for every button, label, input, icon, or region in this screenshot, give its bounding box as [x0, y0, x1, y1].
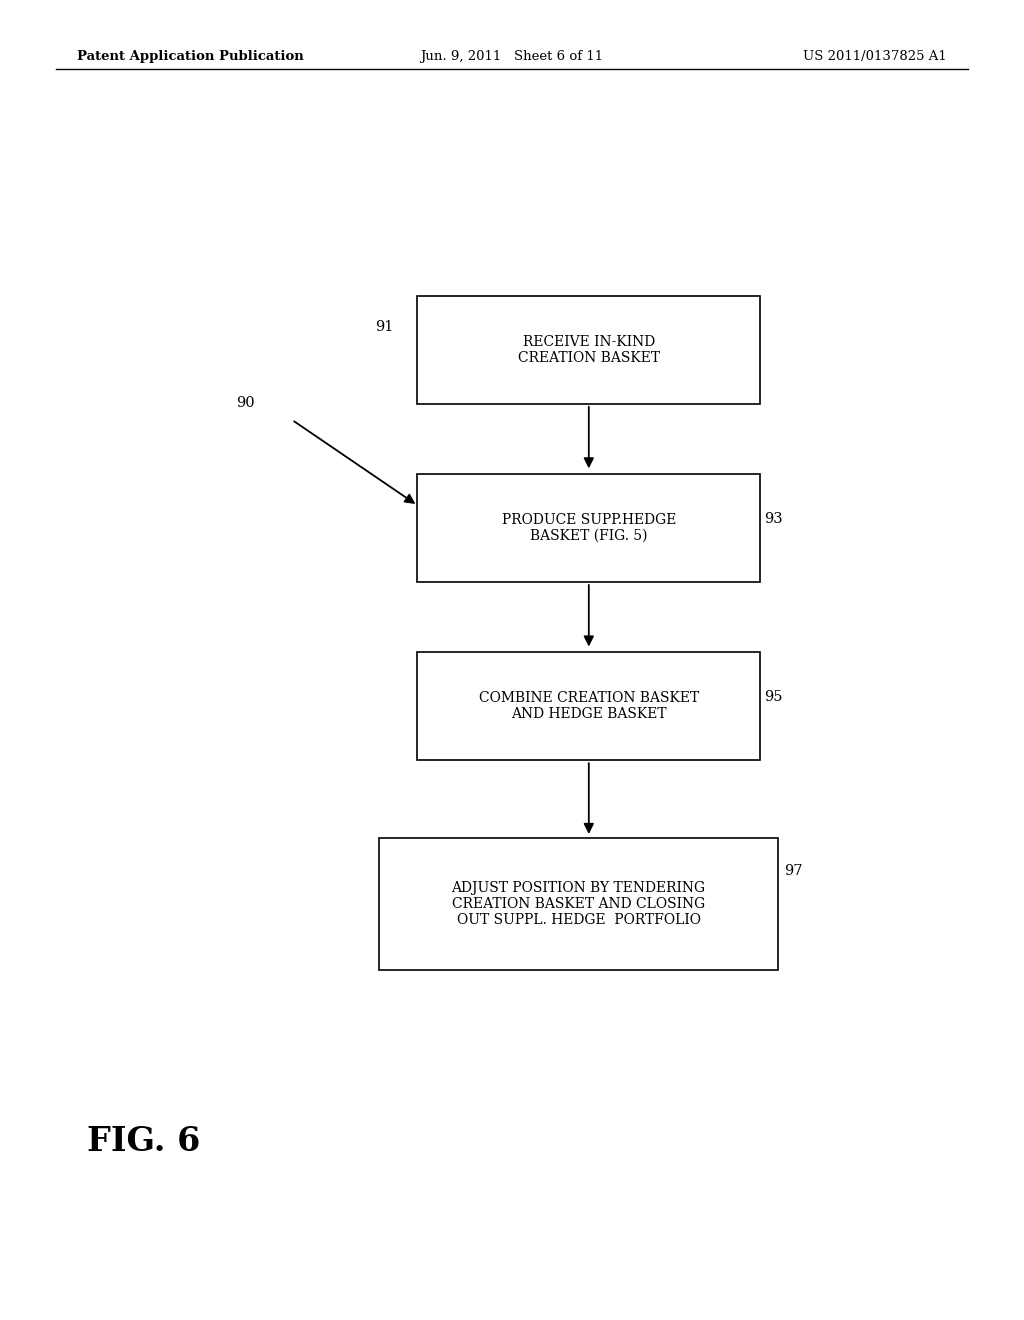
- Text: RECEIVE IN-KIND
CREATION BASKET: RECEIVE IN-KIND CREATION BASKET: [518, 335, 659, 364]
- Bar: [418, 652, 760, 760]
- Text: ADJUST POSITION BY TENDERING
CREATION BASKET AND CLOSING
OUT SUPPL. HEDGE  PORTF: ADJUST POSITION BY TENDERING CREATION BA…: [452, 880, 706, 928]
- Text: PRODUCE SUPP.HEDGE
BASKET (FIG. 5): PRODUCE SUPP.HEDGE BASKET (FIG. 5): [502, 513, 676, 543]
- Bar: [379, 838, 778, 970]
- Text: Jun. 9, 2011   Sheet 6 of 11: Jun. 9, 2011 Sheet 6 of 11: [421, 50, 603, 63]
- Text: US 2011/0137825 A1: US 2011/0137825 A1: [804, 50, 947, 63]
- Text: 97: 97: [784, 865, 803, 878]
- Text: 91: 91: [375, 321, 393, 334]
- Text: 95: 95: [764, 690, 782, 704]
- Text: COMBINE CREATION BASKET
AND HEDGE BASKET: COMBINE CREATION BASKET AND HEDGE BASKET: [478, 692, 699, 721]
- Text: Patent Application Publication: Patent Application Publication: [77, 50, 303, 63]
- Text: 90: 90: [237, 396, 255, 409]
- Bar: [418, 474, 760, 582]
- Bar: [418, 296, 760, 404]
- Text: FIG. 6: FIG. 6: [87, 1125, 201, 1159]
- Text: 93: 93: [764, 512, 782, 525]
